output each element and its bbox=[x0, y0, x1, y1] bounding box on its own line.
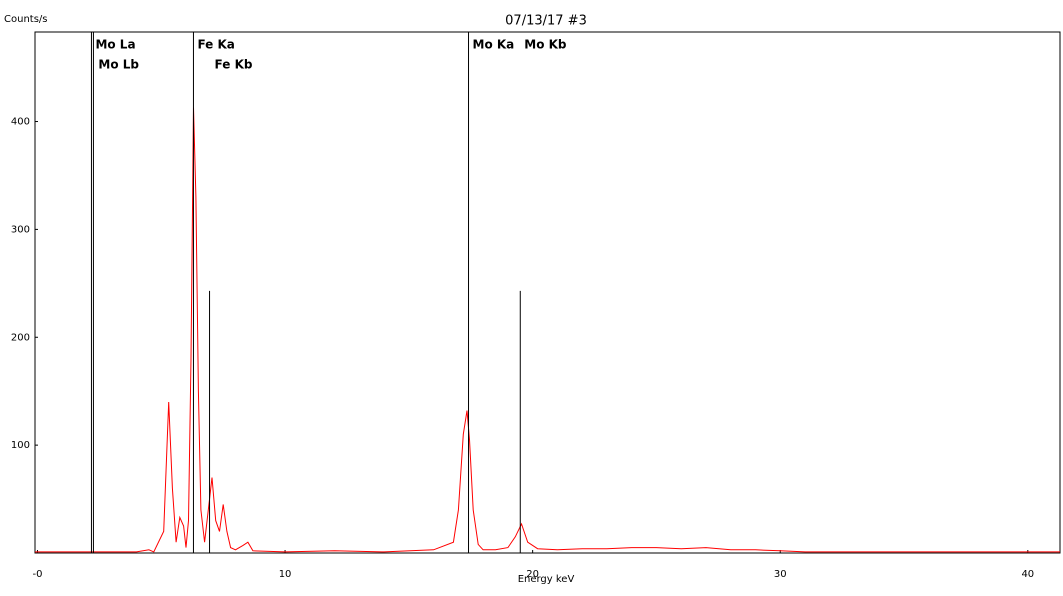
y-tick-label: 300 bbox=[11, 224, 30, 235]
y-tick-label: 400 bbox=[11, 117, 30, 128]
element-label: Mo Lb bbox=[98, 58, 139, 72]
element-label: Mo Kb bbox=[524, 38, 567, 52]
element-label: Fe Ka bbox=[197, 38, 234, 52]
plot-frame bbox=[34, 31, 1061, 554]
x-tick-label: 20 bbox=[526, 569, 539, 580]
y-axis-label: Counts/s bbox=[4, 14, 48, 25]
element-label: Mo Ka bbox=[473, 38, 515, 52]
spectrum-line bbox=[35, 107, 1060, 553]
chart-title: 07/13/17 #3 bbox=[505, 14, 587, 29]
x-tick-label: -0 bbox=[32, 569, 42, 580]
x-tick-label: 30 bbox=[774, 569, 787, 580]
y-tick-label: 100 bbox=[11, 440, 30, 451]
x-axis-label: Energy keV bbox=[518, 574, 575, 585]
x-tick-label: 40 bbox=[1021, 569, 1034, 580]
y-tick-label: 200 bbox=[11, 332, 30, 343]
element-label: Fe Kb bbox=[215, 58, 253, 72]
element-label: Mo La bbox=[95, 38, 135, 52]
x-tick-label: 10 bbox=[279, 569, 292, 580]
